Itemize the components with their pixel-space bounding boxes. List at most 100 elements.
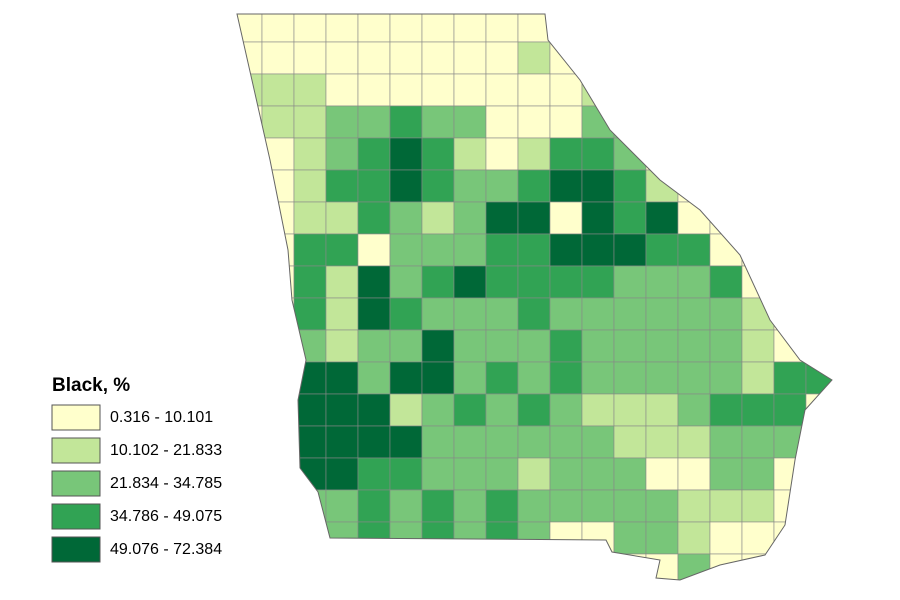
- county: [805, 521, 832, 555]
- county: [421, 489, 455, 523]
- county: [485, 14, 519, 43]
- county: [613, 361, 647, 395]
- county: [237, 14, 263, 43]
- county: [485, 361, 519, 395]
- county: [325, 169, 359, 203]
- county: [645, 425, 679, 459]
- county: [421, 169, 455, 203]
- county: [293, 233, 327, 267]
- county: [517, 137, 551, 171]
- county: [485, 137, 519, 171]
- county: [453, 425, 487, 459]
- county: [237, 521, 263, 555]
- county: [293, 41, 327, 75]
- county: [645, 265, 679, 299]
- county: [237, 457, 263, 491]
- county: [613, 105, 647, 139]
- county: [773, 265, 807, 299]
- county: [517, 297, 551, 331]
- county: [261, 521, 295, 555]
- county: [325, 361, 359, 395]
- county: [645, 521, 679, 555]
- county: [549, 14, 583, 43]
- county: [805, 489, 832, 523]
- county: [237, 553, 263, 580]
- county: [613, 201, 647, 235]
- county: [261, 73, 295, 107]
- county: [261, 329, 295, 363]
- legend-label: 0.316 - 10.101: [110, 409, 213, 426]
- county: [773, 105, 807, 139]
- county: [261, 41, 295, 75]
- county: [325, 425, 359, 459]
- county: [325, 393, 359, 427]
- county: [838, 234, 870, 266]
- county: [645, 105, 679, 139]
- county: [421, 73, 455, 107]
- county: [741, 233, 775, 267]
- county: [838, 490, 870, 522]
- county: [549, 393, 583, 427]
- county: [677, 297, 711, 331]
- county: [581, 393, 615, 427]
- county: [549, 521, 583, 555]
- county: [709, 169, 743, 203]
- county: [709, 457, 743, 491]
- county: [549, 297, 583, 331]
- county: [421, 14, 455, 43]
- county: [453, 169, 487, 203]
- county: [261, 297, 295, 331]
- county: [389, 137, 423, 171]
- county: [613, 457, 647, 491]
- county: [773, 457, 807, 491]
- county: [741, 169, 775, 203]
- county: [453, 73, 487, 107]
- county: [293, 201, 327, 235]
- legend-swatch: [51, 503, 101, 530]
- county: [293, 137, 327, 171]
- county: [709, 265, 743, 299]
- county: [741, 14, 775, 43]
- legend: 0.316 - 10.101 10.102 - 21.833 21.834 - 34…: [51, 404, 222, 563]
- county: [357, 265, 391, 299]
- county: [709, 521, 743, 555]
- legend-swatch: [51, 437, 101, 464]
- county: [677, 457, 711, 491]
- county: [613, 297, 647, 331]
- county: [613, 425, 647, 459]
- county: [709, 73, 743, 107]
- county: [293, 329, 327, 363]
- county: [645, 489, 679, 523]
- county: [549, 265, 583, 299]
- county: [709, 361, 743, 395]
- county: [357, 297, 391, 331]
- county: [293, 457, 327, 491]
- county: [517, 521, 551, 555]
- county: [517, 361, 551, 395]
- county: [485, 41, 519, 75]
- county: [838, 458, 870, 490]
- county: [389, 105, 423, 139]
- county: [389, 393, 423, 427]
- county: [645, 233, 679, 267]
- county: [325, 265, 359, 299]
- county: [549, 489, 583, 523]
- county: [581, 41, 615, 75]
- county: [485, 425, 519, 459]
- county: [773, 521, 807, 555]
- county: [613, 521, 647, 555]
- county: [485, 457, 519, 491]
- county: [805, 297, 832, 331]
- county: [581, 14, 615, 43]
- county: [677, 361, 711, 395]
- county: [805, 73, 832, 107]
- county: [613, 489, 647, 523]
- county: [453, 329, 487, 363]
- county: [645, 297, 679, 331]
- county: [549, 201, 583, 235]
- county: [325, 105, 359, 139]
- county: [645, 169, 679, 203]
- county: [421, 393, 455, 427]
- county: [741, 457, 775, 491]
- county: [357, 489, 391, 523]
